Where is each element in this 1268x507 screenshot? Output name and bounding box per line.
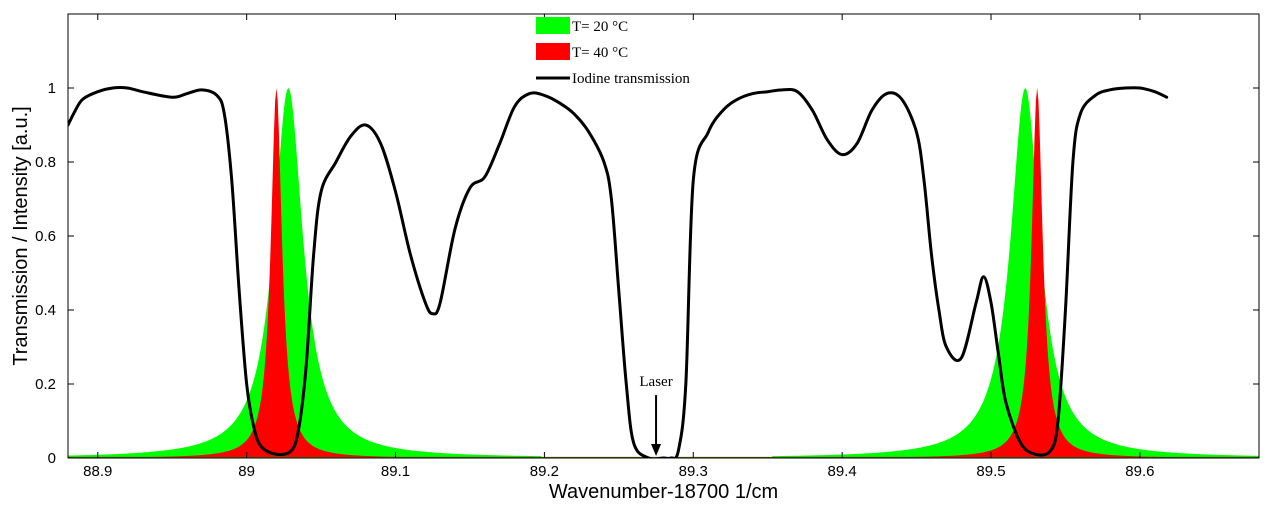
laser-label: Laser (639, 374, 672, 390)
y-tick-label: 0.4 (35, 302, 56, 319)
peak-t20-2 (772, 88, 1259, 458)
x-tick-label: 89.4 (828, 463, 857, 480)
y-tick-label: 0 (48, 450, 56, 467)
x-tick-label: 89 (238, 463, 255, 480)
x-tick-label: 89.3 (679, 463, 708, 480)
y-tick-label: 1 (48, 80, 56, 97)
legend-swatch (536, 17, 570, 34)
legend-label: Iodine transmission (572, 71, 690, 87)
peak-t40-1 (68, 88, 530, 458)
y-tick-label: 0.6 (35, 228, 56, 245)
legend-swatch (536, 43, 570, 60)
annotations: Laser (639, 374, 673, 456)
legend-label: T= 20 °C (572, 19, 628, 35)
plot-area (68, 86, 1259, 458)
peak-t20-1 (68, 88, 542, 458)
iodine-transmission-line (68, 86, 1169, 458)
x-tick-label: 89.5 (976, 463, 1005, 480)
legend: T= 20 °C T= 40 °C Iodine transmission (536, 17, 690, 87)
legend-label: T= 40 °C (572, 45, 628, 61)
x-tick-label: 89.1 (381, 463, 410, 480)
x-axis-label: Wavenumber-18700 1/cm (549, 481, 778, 503)
x-tick-label: 88.9 (83, 463, 112, 480)
y-tick-label: 0.2 (35, 376, 56, 393)
x-tick-label: 89.2 (530, 463, 559, 480)
axis-ticks: 88.9 89 89.1 89.2 89.3 89.4 89.5 89.6 0 0.2 0.4 0.6… (35, 14, 1259, 480)
y-tick-label: 0.8 (35, 154, 56, 171)
x-tick-label: 89.6 (1125, 463, 1154, 480)
laser-arrow-head (651, 444, 662, 456)
y-axis-label: Transmission / Intensity [a.u.] (10, 106, 32, 365)
